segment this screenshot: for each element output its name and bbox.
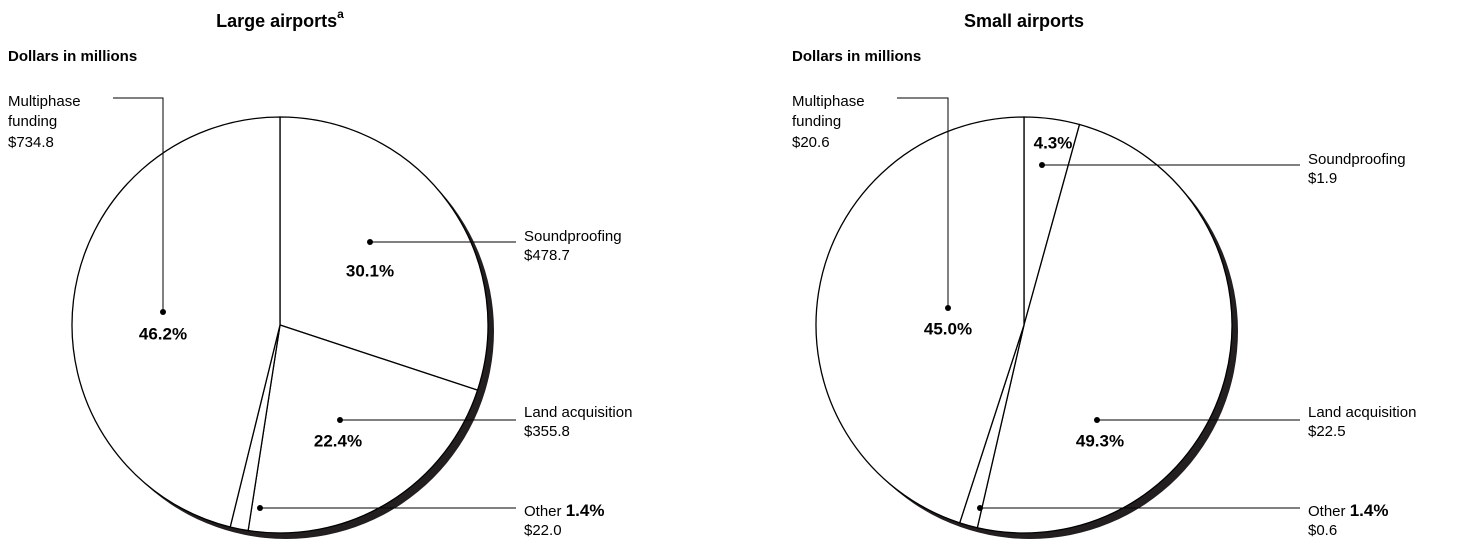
category-text: Soundproofing: [524, 228, 622, 245]
amount-label: $22.5: [1308, 423, 1346, 440]
pie-chart: Small airports Dollars in millions Soundpr…: [792, 11, 1416, 539]
category-text: Other: [1308, 503, 1346, 520]
leader-line: [897, 97, 949, 308]
value-label: 1.4%: [566, 501, 605, 520]
amount-label: $20.6: [792, 134, 830, 151]
amount-label: $22.0: [524, 522, 562, 539]
category-label: Land acquisition: [1308, 404, 1416, 421]
category-line: funding: [8, 113, 57, 130]
category-label: Land acquisition: [524, 404, 632, 421]
category-text: Other: [524, 503, 562, 520]
category-label: Multiphase funding: [8, 93, 81, 130]
leader-line: [113, 97, 164, 312]
chart-title: Small airports: [964, 11, 1084, 31]
pie-slice: [247, 324, 479, 534]
amount-label: $1.9: [1308, 170, 1337, 187]
title-text: Small airports: [964, 11, 1084, 31]
category-line: Multiphase: [8, 93, 81, 110]
amount-label: $0.6: [1308, 522, 1337, 539]
category-line: funding: [792, 113, 841, 130]
amount-label: $478.7: [524, 247, 570, 264]
subtitle: Dollars in millions: [792, 48, 921, 65]
category-label: Other 1.4%: [1308, 501, 1388, 520]
amount-label: $355.8: [524, 423, 570, 440]
value-label: 45.0%: [924, 319, 972, 338]
value-label: 49.3%: [1076, 431, 1124, 450]
value-label: 22.4%: [314, 431, 362, 450]
category-line: Multiphase: [792, 93, 865, 110]
category-label: Soundproofing: [524, 228, 622, 245]
value-label: 30.1%: [346, 261, 394, 280]
value-label: 4.3%: [1034, 133, 1073, 152]
category-label: Other 1.4%: [524, 501, 604, 520]
category-text: Land acquisition: [524, 404, 632, 421]
pie-slice: [279, 116, 489, 391]
value-label: 46.2%: [139, 324, 187, 343]
chart-title: Large airportsa: [216, 7, 344, 31]
pie-slice: [71, 116, 281, 528]
amount-label: $734.8: [8, 134, 54, 151]
pie-slice: [976, 123, 1233, 534]
category-label: Soundproofing: [1308, 151, 1406, 168]
value-label: 1.4%: [1350, 501, 1389, 520]
pie-slice: [815, 116, 1025, 524]
category-label: Multiphase funding: [792, 93, 865, 130]
category-text: Soundproofing: [1308, 151, 1406, 168]
title-text: Large airports: [216, 11, 337, 31]
pie-chart: Large airportsa Dollars in millions Soundp…: [8, 7, 632, 539]
subtitle: Dollars in millions: [8, 48, 137, 65]
category-text: Land acquisition: [1308, 404, 1416, 421]
title-note: a: [337, 7, 344, 21]
